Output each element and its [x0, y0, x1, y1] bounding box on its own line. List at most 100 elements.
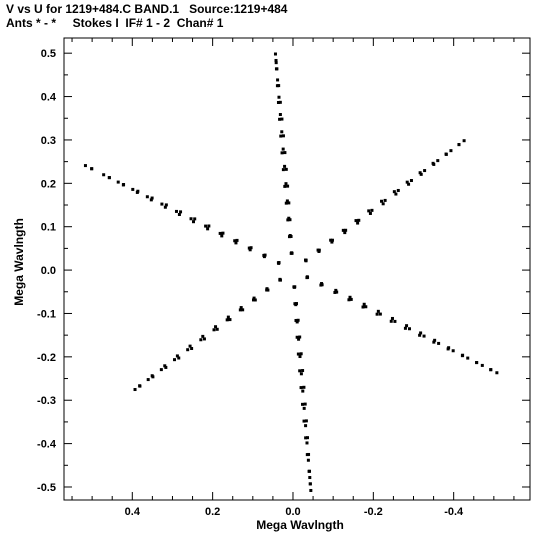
- uv-point: [276, 101, 280, 105]
- uv-point: [131, 187, 135, 191]
- uv-point: [278, 113, 282, 117]
- uv-point: [164, 203, 168, 207]
- uv-point: [278, 277, 282, 281]
- uv-point: [407, 327, 411, 331]
- uv-point: [330, 240, 334, 244]
- uv-point: [302, 385, 306, 389]
- uv-point: [202, 337, 206, 341]
- uv-point: [304, 419, 308, 423]
- chart-title-line1: V vs U for 1219+484.C BAND.1 Source:1219…: [6, 2, 288, 16]
- uv-point: [281, 147, 285, 151]
- uv-point: [381, 202, 385, 206]
- uv-point: [280, 117, 284, 121]
- uv-point: [292, 285, 296, 289]
- uv-point: [457, 143, 461, 147]
- uv-points: [83, 52, 499, 492]
- uv-point: [341, 228, 345, 232]
- uv-point: [189, 217, 193, 221]
- uv-point: [150, 374, 154, 378]
- uv-point: [294, 302, 298, 306]
- y-tick-label: -0.2: [37, 352, 56, 364]
- uv-point: [285, 199, 289, 203]
- uv-point: [308, 482, 312, 486]
- uv-point: [299, 386, 303, 390]
- uv-point: [204, 224, 208, 228]
- uv-point: [290, 251, 294, 255]
- uv-point: [334, 288, 338, 292]
- uv-point: [199, 338, 203, 342]
- uv-point: [301, 389, 305, 393]
- uv-point: [287, 201, 291, 205]
- uv-point: [305, 276, 309, 280]
- x-tick-label: 0.2: [205, 506, 220, 518]
- uv-point: [149, 198, 153, 202]
- uv-point: [298, 369, 302, 373]
- uv-point: [177, 356, 181, 360]
- uv-point: [288, 218, 292, 222]
- y-tick-label: -0.3: [37, 395, 56, 407]
- uv-point: [451, 349, 455, 353]
- uv-point: [367, 209, 371, 213]
- uv-point: [380, 199, 384, 203]
- uv-point: [319, 283, 323, 287]
- uv-point: [370, 208, 374, 212]
- uv-point: [308, 476, 312, 480]
- uv-point: [298, 335, 302, 339]
- uv-point: [330, 238, 334, 242]
- uv-point: [280, 151, 284, 155]
- uv-point: [305, 453, 309, 457]
- uv-point: [221, 231, 225, 235]
- uv-point: [419, 172, 423, 176]
- uv-point: [177, 212, 181, 216]
- y-tick-label: -0.5: [37, 482, 56, 494]
- uv-point: [163, 205, 167, 209]
- uv-point: [201, 334, 205, 338]
- plot-frame: [63, 37, 531, 501]
- uv-point: [225, 318, 229, 322]
- uv-point: [393, 319, 397, 323]
- uv-point: [306, 458, 310, 462]
- uv-point: [281, 168, 285, 172]
- uv-point: [299, 352, 303, 356]
- uv-point: [349, 297, 353, 301]
- uv-point: [107, 176, 111, 180]
- uv-point: [90, 167, 94, 171]
- uv-point: [248, 248, 252, 252]
- uv-point: [274, 61, 278, 65]
- uv-point: [160, 202, 164, 206]
- uv-point: [164, 365, 168, 369]
- uv-point: [294, 318, 298, 322]
- uv-point: [405, 324, 409, 328]
- uv-point: [295, 335, 299, 339]
- uv-point: [280, 130, 284, 134]
- uv-point: [188, 344, 192, 348]
- uv-point: [449, 149, 453, 153]
- uv-point: [361, 305, 365, 309]
- uv-point: [133, 388, 137, 392]
- uv-point: [432, 162, 436, 166]
- y-axis-title: Mega Wavlngth: [12, 218, 26, 306]
- uv-point: [304, 436, 308, 440]
- uv-point: [278, 117, 282, 121]
- uv-point: [251, 298, 255, 302]
- uv-point: [460, 354, 464, 358]
- uv-point: [437, 341, 441, 345]
- axis-ticks: 0.4 0.2 0.0 -0.2 -0.4 0.5 0.4 0.3 0.2 0.1 0.0 -0.1 -…: [37, 38, 530, 518]
- uv-point: [303, 402, 307, 406]
- uv-point: [235, 238, 239, 242]
- uv-point: [301, 402, 305, 406]
- uv-point: [239, 306, 243, 310]
- uv-point: [309, 488, 313, 492]
- uv-point: [364, 305, 368, 309]
- uv-point: [344, 228, 348, 232]
- uv-point: [274, 58, 278, 62]
- uv-point: [304, 259, 308, 263]
- uv-point: [214, 325, 218, 329]
- uv-point: [234, 241, 238, 245]
- uv-point: [276, 78, 280, 82]
- uv-point: [293, 302, 297, 306]
- uv-point: [287, 235, 291, 239]
- uv-point: [343, 231, 347, 235]
- uv-point: [146, 378, 150, 382]
- uv-point: [218, 231, 222, 235]
